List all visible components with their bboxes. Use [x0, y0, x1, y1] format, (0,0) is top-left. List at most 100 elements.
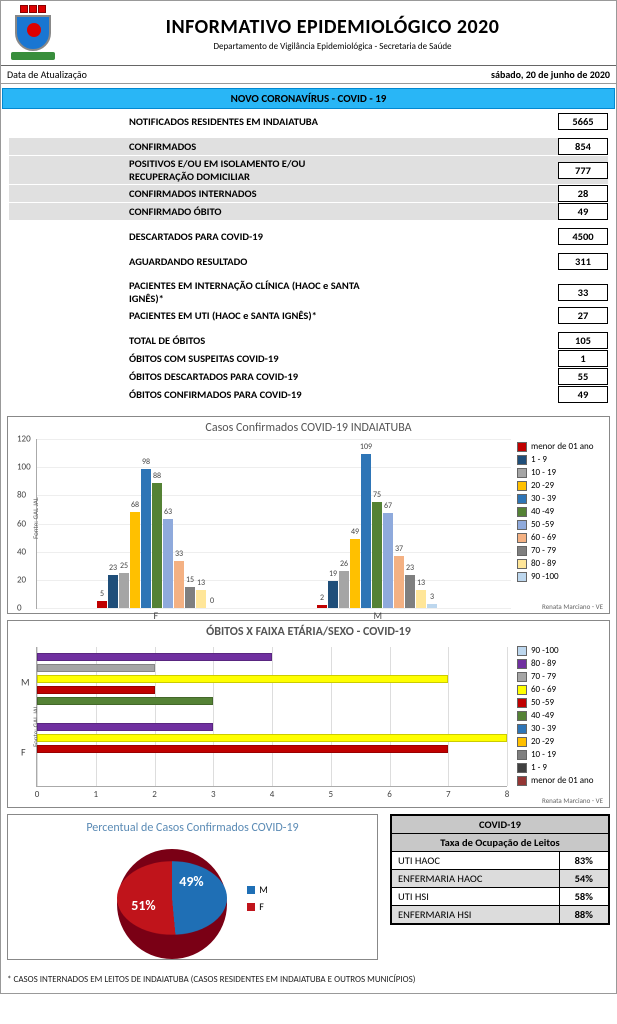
occupancy-value: 58%	[559, 888, 609, 906]
bottom-row: Percentual de Casos Confirmados COVID-19…	[7, 814, 610, 960]
legend-label: 40 -49	[531, 710, 554, 721]
chart1-bar: 75	[372, 502, 382, 608]
pie-chart-box: Percentual de Casos Confirmados COVID-19…	[7, 814, 378, 960]
legend-label: 80 - 89	[531, 558, 556, 569]
legend-item: 10 - 19	[517, 749, 605, 760]
pie-title: Percentual de Casos Confirmados COVID-19	[14, 821, 371, 835]
page-title: INFORMATIVO EPIDEMIOLÓGICO 2020	[57, 15, 608, 39]
legend-swatch-icon	[517, 481, 527, 491]
legend-label: 20 -29	[531, 480, 554, 491]
legend-item: 40 -49	[517, 506, 605, 517]
chart1-group: 219264910975673723133	[317, 454, 437, 608]
stat-row: TOTAL DE ÓBITOS 105	[9, 332, 608, 349]
legend-item: 20 -29	[517, 736, 605, 747]
occupancy-box: COVID-19 Taxa de Ocupação de Leitos UTI …	[390, 814, 610, 960]
chart2-xtick: 5	[328, 789, 333, 800]
legend-label: 50 -59	[531, 519, 554, 530]
chart1-legend: menor de 01 ano1 - 910 - 1920 -2930 - 39…	[511, 439, 605, 609]
stat-label: ÓBITOS DESCARTADOS PARA COVID-19	[9, 369, 369, 384]
legend-item: 50 -59	[517, 519, 605, 530]
chart-deaths-age-sex: ÓBITOS X FAIXA ETÁRIA/SEXO - COVID-19 Fo…	[7, 620, 610, 808]
legend-item: 20 -29	[517, 480, 605, 491]
chart1-attribution: Renata Marciano - VE	[542, 602, 603, 611]
pie-legend: MF	[247, 879, 268, 917]
chart1-bar-value: 25	[117, 561, 131, 571]
legend-swatch-icon	[517, 672, 527, 682]
legend-swatch-icon	[517, 763, 527, 773]
occ-header1: COVID-19	[391, 815, 609, 834]
chart2-xtick: 7	[446, 789, 451, 800]
chart1-ytick: 20	[17, 574, 26, 585]
stat-row: PACIENTES EM INTERNAÇÃO CLÍNICA (HAOC e …	[9, 278, 608, 306]
chart2-ycat: F	[21, 746, 26, 759]
legend-swatch-icon	[517, 685, 527, 695]
chart2-xtick: 4	[270, 789, 275, 800]
pie-legend-item: F	[247, 900, 268, 913]
chart1-title: Casos Confirmados COVID-19 INDAIATUBA	[12, 421, 605, 435]
chart2-xtick: 6	[387, 789, 392, 800]
chart1-bar-value: 23	[403, 563, 417, 573]
stat-label: TOTAL DE ÓBITOS	[9, 333, 369, 348]
chart1-bar-value: 75	[370, 490, 384, 500]
stat-label: ÓBITOS CONFIRMADOS PARA COVID-19	[9, 387, 369, 402]
occupancy-row: UTI HSI58%	[391, 888, 609, 906]
chart2-xtick: 2	[152, 789, 157, 800]
legend-item: menor de 01 ano	[517, 441, 605, 452]
legend-item: 70 - 79	[517, 671, 605, 682]
legend-label: 80 - 89	[531, 658, 556, 669]
chart1-bar-value: 67	[381, 501, 395, 511]
chart1-bar: 49	[350, 539, 360, 608]
stat-row: ÓBITOS CONFIRMADOS PARA COVID-19 49	[9, 386, 608, 403]
chart1-bar: 88	[152, 483, 162, 608]
chart1-ytick: 40	[17, 546, 26, 557]
footnote: * CASOS INTERNADOS EM LEITOS DE INDAIATU…	[1, 966, 616, 993]
stat-label: ÓBITOS COM SUSPEITAS COVID-19	[9, 351, 369, 366]
chart1-bar: 2	[317, 605, 327, 608]
chart2-bar	[37, 664, 155, 672]
legend-item: 1 - 9	[517, 762, 605, 773]
legend-item: 60 - 69	[517, 532, 605, 543]
chart1-bar: 19	[328, 581, 338, 608]
stat-label: AGUARDANDO RESULTADO	[9, 254, 369, 269]
stat-label: CONFIRMADO ÓBITO	[9, 204, 369, 219]
legend-swatch-icon	[517, 494, 527, 504]
chart2-bar	[37, 675, 448, 683]
chart1-ytick: 60	[17, 518, 26, 529]
legend-swatch-icon	[247, 886, 255, 894]
legend-label: 90 -100	[531, 645, 559, 656]
legend-label: 60 - 69	[531, 532, 556, 543]
legend-item: 30 - 39	[517, 493, 605, 504]
chart1-bar-value: 109	[359, 442, 373, 452]
stat-row: CONFIRMADOS INTERNADOS28	[9, 185, 608, 202]
chart2-xtick: 3	[211, 789, 216, 800]
stat-value: 105	[558, 332, 608, 349]
legend-label: 40 -49	[531, 506, 554, 517]
chart2-bar	[37, 697, 213, 705]
legend-label: 70 - 79	[531, 545, 556, 556]
legend-label: menor de 01 ano	[531, 441, 594, 452]
legend-label: M	[259, 883, 268, 896]
chart1-ytick: 0	[17, 603, 22, 614]
stat-value: 33	[558, 284, 608, 301]
stat-value: 49	[558, 386, 608, 403]
legend-swatch-icon	[517, 750, 527, 760]
chart1-bar-value: 19	[326, 569, 340, 579]
stat-row: POSITIVOS E/OU EM ISOLAMENTO E/OU RECUPE…	[9, 156, 608, 184]
legend-label: 60 - 69	[531, 684, 556, 695]
stats-block: NOTIFICADOS RESIDENTES EM INDAIATUBA5665…	[1, 113, 616, 410]
legend-label: 30 - 39	[531, 493, 556, 504]
occupancy-row: ENFERMARIA HAOC54%	[391, 870, 609, 888]
stat-value: 777	[558, 162, 608, 179]
legend-item: 60 - 69	[517, 684, 605, 695]
chart1-bar-value: 98	[139, 457, 153, 467]
occupancy-row: UTI HAOC83%	[391, 852, 609, 870]
chart1-ytick: 80	[17, 490, 26, 501]
legend-swatch-icon	[517, 776, 527, 786]
stat-value: 5665	[558, 113, 608, 130]
chart1-bar: 63	[163, 519, 173, 608]
legend-item: 70 - 79	[517, 545, 605, 556]
occ-header2: Taxa de Ocupação de Leitos	[391, 834, 609, 852]
chart1-bar: 5	[97, 601, 107, 608]
pie-label-f: 51%	[131, 897, 155, 914]
city-crest-icon	[9, 5, 57, 61]
